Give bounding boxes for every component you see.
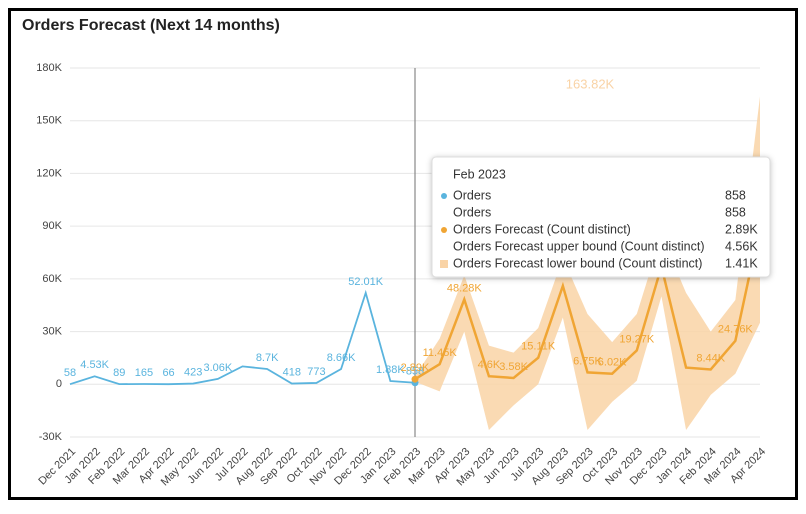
data-label: 19.27K (619, 333, 655, 345)
tooltip-value: 4.56K (725, 239, 758, 253)
data-label: 3.58K (499, 361, 528, 373)
data-label: 6.75K (573, 355, 602, 367)
y-tick-label: 150K (36, 115, 62, 127)
data-label: 423 (184, 366, 202, 378)
tooltip: Feb 2023 Orders 858 Orders 858 Orders Forecas… (431, 156, 771, 278)
y-tick-label: 90K (42, 220, 62, 232)
tooltip-value: 1.41K (725, 256, 758, 270)
focus-point (411, 375, 419, 383)
data-label: 24.76K (718, 324, 754, 336)
forecast-band (415, 96, 760, 430)
data-label: 8.7K (256, 352, 279, 364)
data-label: 11.45K (423, 347, 458, 359)
chart-title: Orders Forecast (Next 14 months) (22, 17, 280, 34)
data-label: 89 (113, 367, 125, 379)
y-tick-label: 0 (56, 378, 62, 390)
tooltip-marker (441, 227, 447, 233)
tooltip-value: 2.89K (725, 222, 758, 236)
y-tick-label: 60K (42, 273, 62, 285)
data-label: 52.01K (348, 276, 384, 288)
tooltip-series: Orders Forecast (Count distinct) (453, 222, 631, 236)
data-label: 15.11K (521, 341, 556, 353)
tooltip-series: Orders Forecast upper bound (Count disti… (453, 239, 705, 253)
tooltip-box (431, 156, 771, 278)
band-label: 163.82K (566, 76, 615, 91)
data-label: 1.88K (376, 364, 405, 376)
tooltip-series: Orders (453, 205, 491, 219)
y-tick-label: 120K (36, 167, 62, 179)
tooltip-series: Orders (453, 188, 491, 202)
data-label: 48.28K (447, 282, 483, 294)
data-label: 4.53K (80, 359, 109, 371)
data-label: 58 (64, 367, 76, 379)
tooltip-title: Feb 2023 (453, 167, 506, 181)
data-label: 418 (283, 366, 301, 378)
data-label: 4.6K (478, 359, 501, 371)
tooltip-marker (441, 193, 447, 199)
data-label: 2.89K (401, 362, 430, 374)
data-label: 8.66K (327, 352, 356, 364)
y-tick-label: -30K (39, 431, 63, 443)
data-label: 66 (162, 367, 174, 379)
data-label: 3.06K (203, 362, 232, 374)
tooltip-value: 858 (725, 188, 746, 202)
y-tick-label: 180K (36, 62, 62, 74)
y-tick-label: 30K (42, 325, 62, 337)
data-label: 8.44K (696, 352, 725, 364)
data-label: 6.02K (598, 357, 627, 369)
series-line (414, 225, 762, 381)
data-label: 165 (135, 367, 153, 379)
tooltip-series: Orders Forecast lower bound (Count disti… (453, 256, 702, 270)
series-line (69, 289, 416, 386)
tooltip-marker (440, 260, 448, 268)
data-label: 858 (406, 366, 424, 378)
data-label: 773 (307, 366, 325, 378)
tooltip-value: 858 (725, 205, 746, 219)
